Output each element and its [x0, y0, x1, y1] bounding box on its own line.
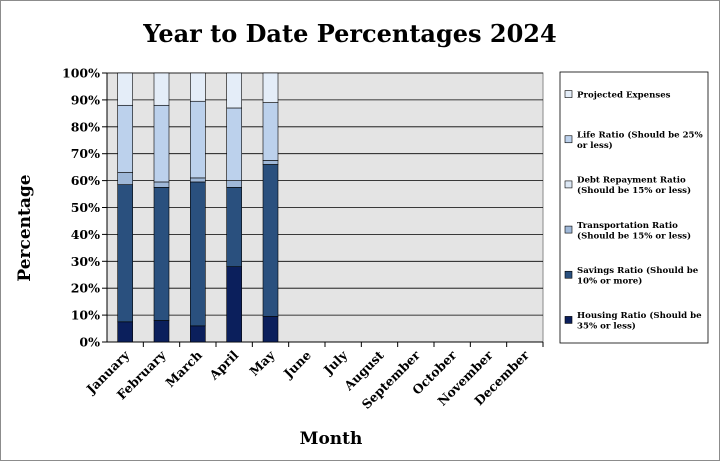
y-tick-label: 70% — [71, 146, 100, 161]
legend-swatch-housing-ratio — [564, 316, 573, 324]
legend-swatch-debt-repayment-ratio — [564, 180, 573, 189]
bar-segment-transportation-ratio-april — [226, 180, 242, 188]
y-tick-label: 20% — [71, 281, 100, 296]
bar-segment-housing-ratio-may — [262, 316, 279, 343]
bar-segment-projected-expenses-february — [153, 72, 170, 106]
y-tick-label: 0% — [79, 335, 100, 350]
bar-segment-transportation-ratio-march — [190, 177, 206, 183]
y-tick-label: 10% — [71, 308, 100, 323]
y-tick-label: 50% — [71, 200, 100, 215]
bar-segment-savings-ratio-march — [190, 181, 206, 327]
bar-segment-housing-ratio-february — [153, 320, 170, 343]
bar-segment-savings-ratio-february — [153, 187, 170, 321]
x-tick-label-april: April — [206, 347, 242, 383]
bar-segment-transportation-ratio-january — [117, 172, 133, 185]
plot-area: 0%10%20%30%40%50%60%70%80%90%100%January… — [62, 66, 544, 412]
legend-box — [559, 71, 709, 344]
y-tick-label: 40% — [71, 227, 100, 242]
legend-swatch-savings-ratio — [564, 270, 573, 279]
bar-segment-life-ratio-april — [226, 107, 242, 181]
x-tick-label-march: March — [162, 348, 205, 391]
bar-segment-savings-ratio-may — [262, 164, 279, 317]
bar-segment-life-ratio-february — [153, 104, 170, 183]
legend-swatch-life-ratio — [564, 135, 573, 144]
y-axis-title: Percentage — [15, 174, 35, 281]
x-tick-label-july: July — [320, 347, 351, 378]
y-tick-label: 90% — [71, 92, 100, 107]
bar-segment-projected-expenses-march — [190, 72, 206, 102]
x-axis-title: Month — [300, 429, 363, 449]
y-tick-label: 100% — [62, 66, 100, 81]
bar-segment-projected-expenses-may — [262, 72, 279, 103]
y-tick-label: 80% — [71, 119, 100, 134]
legend-label-housing-ratio: Housing Ratio (Should be 35% or less) — [577, 310, 702, 332]
y-tick-label: 30% — [71, 254, 100, 269]
bar-segment-savings-ratio-january — [117, 184, 133, 323]
bar-segment-projected-expenses-april — [226, 72, 242, 109]
bar-segment-projected-expenses-january — [117, 72, 133, 106]
legend-label-debt-repayment-ratio: Debt Repayment Ratio (Should be 15% or le… — [577, 176, 691, 197]
bar-segment-housing-ratio-march — [190, 325, 206, 343]
bar-segment-savings-ratio-april — [226, 187, 242, 267]
bar-segment-life-ratio-january — [117, 104, 133, 173]
bar-segment-transportation-ratio-may — [262, 160, 279, 165]
legend-swatch-projected-expenses — [564, 90, 573, 98]
bar-segment-transportation-ratio-february — [153, 181, 170, 188]
legend-label-life-ratio: Life Ratio (Should be 25% or less) — [577, 130, 703, 152]
bar-segment-housing-ratio-january — [117, 321, 133, 343]
legend-label-projected-expenses: Projected Expenses — [577, 91, 671, 101]
bar-segment-life-ratio-march — [190, 100, 206, 179]
chart-title: Year to Date Percentages 2024 — [142, 19, 556, 48]
bar-segment-life-ratio-may — [262, 102, 279, 161]
x-tick-label-june: June — [280, 347, 314, 381]
x-tick-label-may: May — [246, 347, 278, 379]
legend: Projected Expenses Life Ratio (Should be … — [559, 71, 709, 344]
bar-segment-housing-ratio-april — [226, 266, 242, 343]
legend-swatch-transportation-ratio — [564, 225, 573, 234]
legend-label-savings-ratio: Savings Ratio (Should be 10% or more) — [577, 265, 699, 287]
legend-label-transportation-ratio: Transportation Ratio (Should be 15% or le… — [577, 221, 691, 242]
y-tick-label: 60% — [71, 173, 100, 188]
